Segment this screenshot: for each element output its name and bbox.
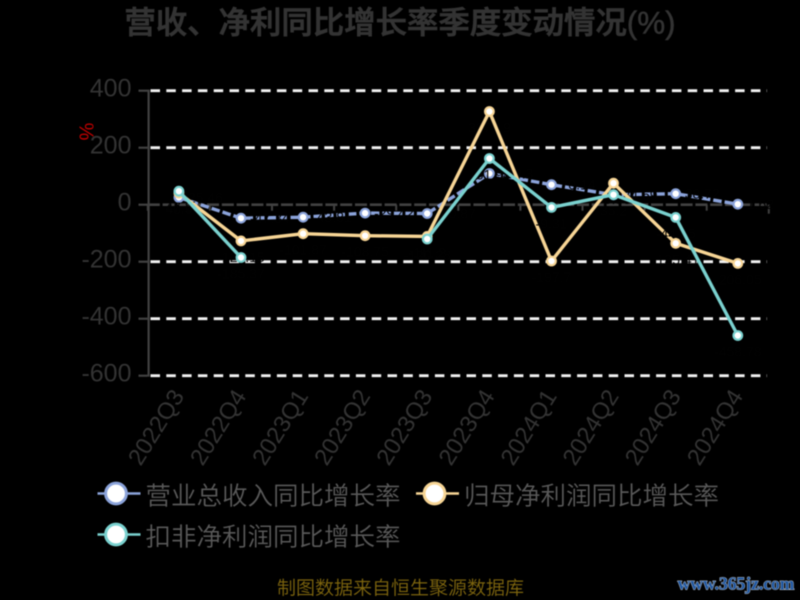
svg-text:-30.87: -30.87 bbox=[436, 206, 476, 222]
svg-text:47.2: 47.2 bbox=[165, 199, 192, 215]
svg-text:-47.34: -47.34 bbox=[250, 210, 290, 226]
svg-text:-29.42: -29.42 bbox=[374, 205, 414, 221]
svg-text:400: 400 bbox=[90, 75, 132, 103]
svg-text:70.14: 70.14 bbox=[561, 177, 596, 193]
svg-text:-206.05: -206.05 bbox=[714, 271, 762, 287]
svg-text:0: 0 bbox=[118, 189, 132, 217]
svg-text:-111.2: -111.2 bbox=[408, 244, 446, 260]
svg-text:-400: -400 bbox=[81, 303, 131, 331]
svg-text:35.2: 35.2 bbox=[600, 203, 627, 219]
svg-text:-43.81: -43.81 bbox=[312, 209, 352, 225]
svg-text:-458.78: -458.78 bbox=[714, 344, 762, 360]
svg-text:-101.87: -101.87 bbox=[279, 242, 327, 258]
svg-text:-200: -200 bbox=[81, 246, 131, 274]
svg-text:-108.75: -108.75 bbox=[341, 244, 389, 260]
svg-text:-120.28: -120.28 bbox=[403, 247, 451, 263]
svg-text:-44.65: -44.65 bbox=[656, 225, 696, 241]
svg-text:-600: -600 bbox=[81, 360, 131, 388]
svg-text:-185.37: -185.37 bbox=[217, 266, 265, 282]
svg-text:(%): (%) bbox=[627, 6, 676, 41]
svg-text:38.72: 38.72 bbox=[685, 186, 720, 202]
svg-text:1.62: 1.62 bbox=[747, 196, 774, 212]
svg-text:-9.31: -9.31 bbox=[536, 215, 568, 231]
svg-text:200: 200 bbox=[90, 132, 132, 160]
svg-text:40.9: 40.9 bbox=[165, 201, 192, 217]
svg-text:327.19: 327.19 bbox=[468, 120, 511, 136]
svg-text:-135.41: -135.41 bbox=[652, 251, 700, 267]
svg-text:25.46: 25.46 bbox=[188, 189, 223, 205]
svg-text:-197.7: -197.7 bbox=[532, 269, 572, 285]
svg-text:%: % bbox=[75, 123, 97, 141]
svg-text:www.365jz.com: www.365jz.com bbox=[678, 574, 795, 594]
